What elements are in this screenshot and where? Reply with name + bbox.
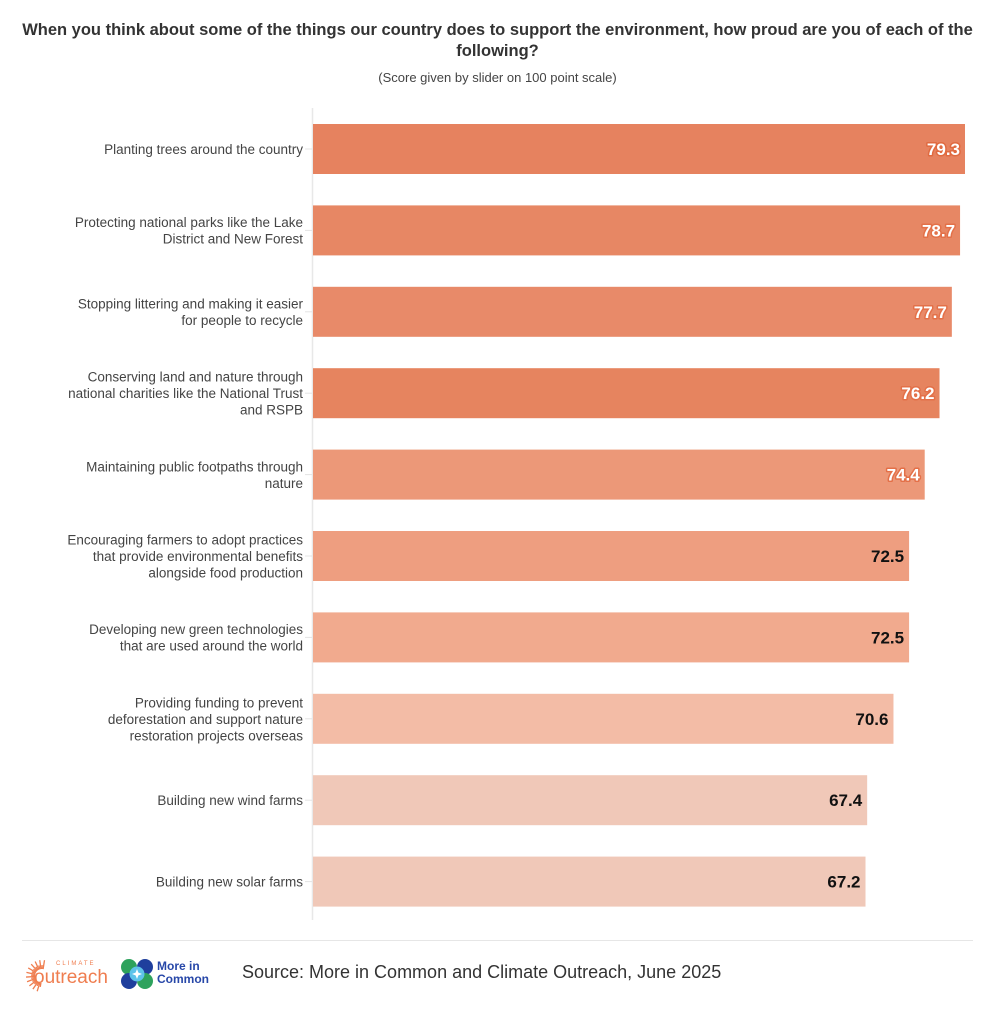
category-label-8: Providing funding to prevent deforestatio…: [108, 695, 303, 743]
clover-icon: [121, 959, 153, 989]
category-label-3: Stopping littering and making it easier f…: [78, 297, 304, 329]
value-label-6: 72.5: [871, 547, 904, 566]
value-label-1: 79.3: [927, 140, 960, 159]
category-label-4: Conserving land and nature through nation…: [68, 370, 303, 418]
category-label-9: Building new wind farms: [157, 793, 303, 808]
bar-4: [313, 368, 940, 419]
value-label-2: 78.7: [922, 221, 955, 240]
bar-chart: 79.3 Planting trees around the country 78.…: [67, 108, 965, 920]
chart-subtitle: (Score given by slider on 100 point scal…: [378, 70, 617, 85]
chart-title: When you think about some of the things …: [22, 21, 973, 60]
mic-line2: Common: [157, 972, 209, 986]
bar-7: [313, 612, 910, 663]
bar-3: [313, 286, 952, 337]
value-label-10: 67.2: [827, 873, 860, 892]
value-label-4: 76.2: [901, 384, 934, 403]
source-note: Source: More in Common and Climate Outre…: [242, 962, 722, 982]
bar-2: [313, 205, 961, 256]
mic-line1: More in: [157, 959, 200, 973]
climate-outreach-logo: CLIMATE outreach: [22, 952, 117, 1003]
value-label-5: 74.4: [887, 466, 921, 485]
bar-6: [313, 531, 910, 581]
more-in-common-logo: [120, 958, 154, 995]
category-label-6: Encouraging farmers to adopt practices th…: [67, 533, 303, 581]
category-label-10: Building new solar farms: [156, 875, 303, 890]
category-label-7: Developing new green technologies that ar…: [89, 622, 303, 654]
bar-1: [313, 124, 965, 174]
more-in-common-wordmark: More in Common: [157, 960, 209, 986]
sun-icon: CLIMATE outreach: [25, 960, 108, 992]
logo-outreach-text: outreach: [34, 967, 108, 988]
bar-9: [313, 775, 868, 826]
value-label-8: 70.6: [855, 710, 888, 729]
bar-5: [313, 449, 925, 500]
bar-10: [313, 856, 866, 907]
category-label-1: Planting trees around the country: [104, 142, 303, 157]
value-label-7: 72.5: [871, 628, 904, 647]
category-label-5: Maintaining public footpaths through natu…: [86, 459, 303, 491]
logo-climate-text: CLIMATE: [56, 961, 96, 967]
category-label-2: Protecting national parks like the Lake D…: [75, 215, 303, 247]
value-label-3: 77.7: [914, 303, 947, 322]
footer-divider: [22, 940, 973, 941]
value-label-9: 67.4: [829, 791, 863, 810]
bar-8: [313, 693, 894, 744]
